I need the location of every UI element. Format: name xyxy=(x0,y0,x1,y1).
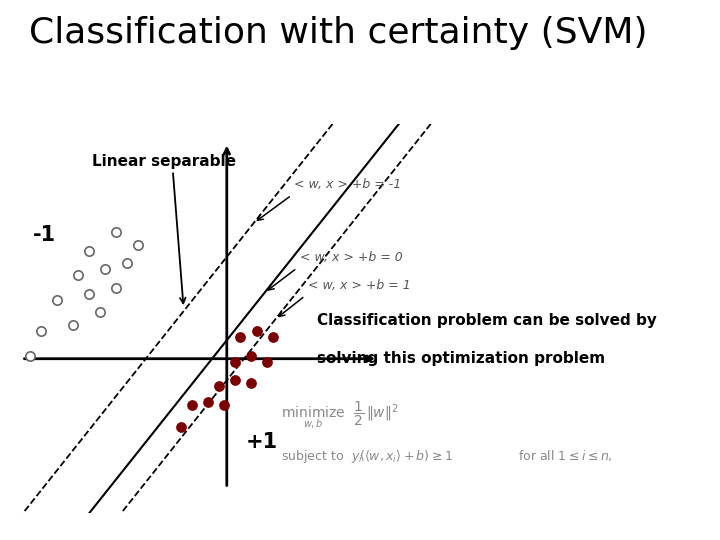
Point xyxy=(202,397,214,406)
Point xyxy=(99,265,111,274)
Point xyxy=(121,259,132,267)
Point xyxy=(24,352,35,360)
Text: Linear separable: Linear separable xyxy=(92,154,236,168)
Point xyxy=(67,320,78,329)
Point xyxy=(246,379,257,388)
Text: $\mathrm{for\ all}\ 1 \leq i \leq n,$: $\mathrm{for\ all}\ 1 \leq i \leq n,$ xyxy=(518,448,613,463)
Point xyxy=(110,284,122,292)
Point xyxy=(218,401,230,409)
Point xyxy=(94,308,106,317)
Text: +1: +1 xyxy=(246,432,278,452)
Point xyxy=(110,228,122,237)
Text: Classification with certainty (SVM): Classification with certainty (SVM) xyxy=(29,16,647,50)
Point xyxy=(35,327,46,335)
Text: < w, x > +b = 1: < w, x > +b = 1 xyxy=(308,279,410,292)
Point xyxy=(73,271,84,280)
Point xyxy=(229,376,240,384)
Point xyxy=(229,357,240,366)
Point xyxy=(84,246,95,255)
Point xyxy=(175,422,186,431)
Point xyxy=(251,327,262,335)
Text: solving this optimization problem: solving this optimization problem xyxy=(317,351,605,366)
Text: -1: -1 xyxy=(32,225,55,245)
Point xyxy=(132,240,143,249)
Point xyxy=(246,352,257,360)
Point xyxy=(261,357,273,366)
Text: Classification problem can be solved by: Classification problem can be solved by xyxy=(317,313,657,328)
Point xyxy=(267,333,279,341)
Point xyxy=(213,382,225,391)
Point xyxy=(84,289,95,298)
Point xyxy=(186,401,197,409)
Point xyxy=(235,333,246,341)
Text: $\mathrm{subject\ to}\ \ y_i\!\left(\langle w, x_i\rangle + b\right) \geq 1$: $\mathrm{subject\ to}\ \ y_i\!\left(\lan… xyxy=(281,448,453,465)
Point xyxy=(51,296,63,305)
Text: < w, x > +b = -1: < w, x > +b = -1 xyxy=(294,178,402,191)
Text: $\underset{w,b}{\mathrm{minimize}}\ \ \dfrac{1}{2}\,\|w\|^2$: $\underset{w,b}{\mathrm{minimize}}\ \ \d… xyxy=(281,400,398,431)
Text: < w, x > +b = 0: < w, x > +b = 0 xyxy=(300,251,402,264)
